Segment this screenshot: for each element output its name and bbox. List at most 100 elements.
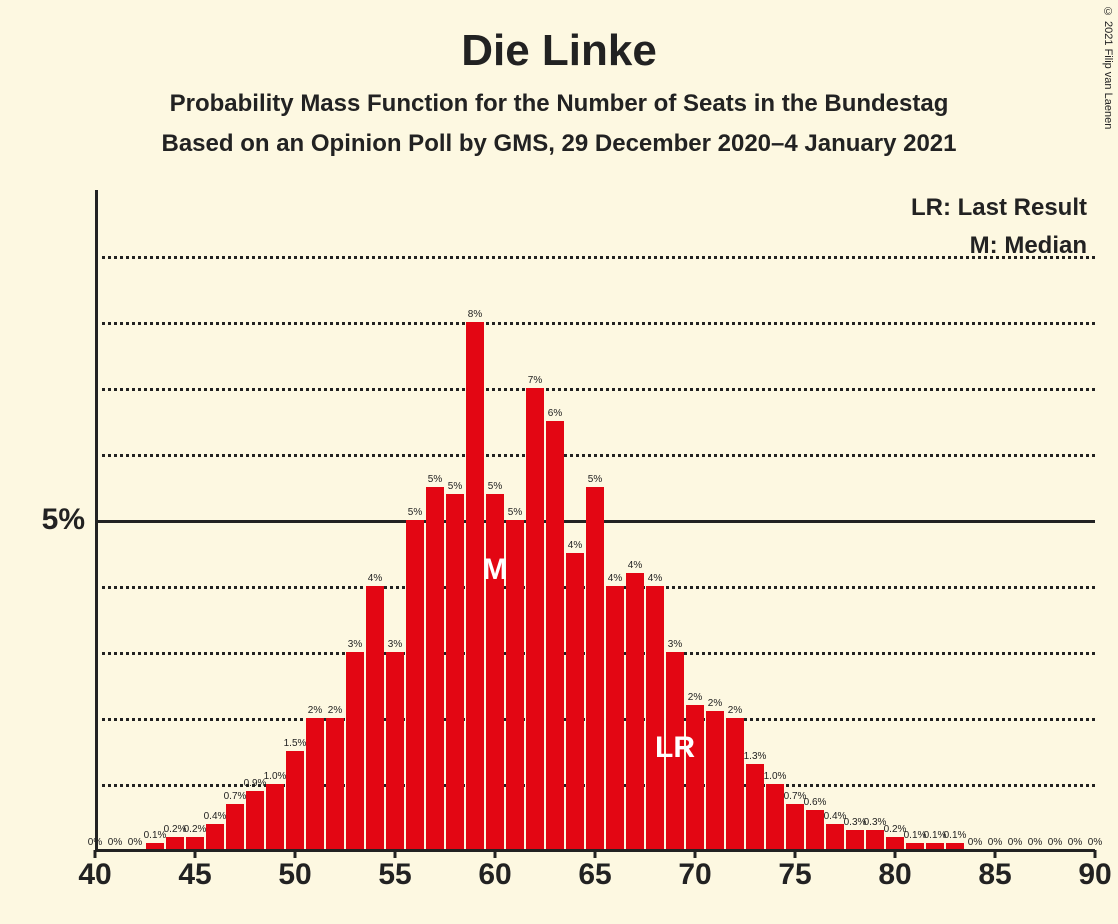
legend-last-result: LR: Last Result — [911, 194, 1087, 222]
bar — [286, 751, 304, 850]
bar — [226, 804, 244, 850]
bar — [546, 421, 564, 850]
bar-value-label: 0.1% — [944, 830, 967, 841]
bar-value-label: 0% — [1028, 837, 1042, 848]
bar-value-label: 0% — [1068, 837, 1082, 848]
bar — [406, 520, 424, 850]
chart-subtitle-2: Based on an Opinion Poll by GMS, 29 Dece… — [0, 130, 1118, 158]
bar-value-label: 4% — [368, 573, 382, 584]
bar — [626, 573, 644, 850]
chart-container: 5%LR: Last ResultM: Median0%0%0%0.1%0.2%… — [40, 190, 1100, 910]
bar-value-label: 5% — [508, 507, 522, 518]
bar — [586, 487, 604, 850]
bar — [206, 824, 224, 850]
bar-value-label: 2% — [688, 692, 702, 703]
bar-value-label: 5% — [488, 481, 502, 492]
bar — [666, 652, 684, 850]
bar-value-label: 0% — [1008, 837, 1022, 848]
bar-value-label: 0% — [1048, 837, 1062, 848]
x-axis-label: 55 — [378, 858, 411, 892]
bar — [266, 784, 284, 850]
bar — [246, 791, 264, 850]
bar-value-label: 1.0% — [264, 771, 287, 782]
gridline — [95, 256, 1095, 259]
bar — [826, 824, 844, 850]
bar — [486, 494, 504, 850]
bar-value-label: 0.4% — [204, 811, 227, 822]
bar — [606, 586, 624, 850]
bar-value-label: 0% — [988, 837, 1002, 848]
bar-value-label: 5% — [448, 481, 462, 492]
bar-value-label: 5% — [408, 507, 422, 518]
bar — [766, 784, 784, 850]
bar-value-label: 0.2% — [184, 824, 207, 835]
x-axis-label: 75 — [778, 858, 811, 892]
plot-area: 5%LR: Last ResultM: Median0%0%0%0.1%0.2%… — [95, 190, 1095, 850]
bar-value-label: 4% — [628, 560, 642, 571]
copyright-text: © 2021 Filip van Laenen — [1102, 6, 1114, 129]
bar-value-label: 2% — [328, 705, 342, 716]
bar — [446, 494, 464, 850]
bar-value-label: 6% — [548, 408, 562, 419]
bar-value-label: 4% — [648, 573, 662, 584]
x-axis-label: 85 — [978, 858, 1011, 892]
x-axis-label: 50 — [278, 858, 311, 892]
bar-value-label: 0% — [128, 837, 142, 848]
bar-value-label: 0% — [108, 837, 122, 848]
bar-value-label: 0.7% — [224, 791, 247, 802]
bar-value-label: 2% — [728, 705, 742, 716]
bar — [726, 718, 744, 850]
bar-value-label: 1.0% — [764, 771, 787, 782]
bar-value-label: 0% — [88, 837, 102, 848]
bar — [806, 810, 824, 850]
bar-value-label: 0% — [968, 837, 982, 848]
bar-value-label: 5% — [428, 474, 442, 485]
bar — [386, 652, 404, 850]
bar — [326, 718, 344, 850]
x-axis-label: 70 — [678, 858, 711, 892]
bar — [706, 711, 724, 850]
bar-value-label: 4% — [608, 573, 622, 584]
y-axis-label: 5% — [42, 503, 85, 537]
bar-value-label: 1.3% — [744, 751, 767, 762]
chart-subtitle-1: Probability Mass Function for the Number… — [0, 90, 1118, 118]
bar — [746, 764, 764, 850]
bar — [466, 322, 484, 850]
bar-value-label: 2% — [708, 698, 722, 709]
bar — [526, 388, 544, 850]
x-axis-label: 45 — [178, 858, 211, 892]
x-axis-label: 90 — [1078, 858, 1111, 892]
bar-value-label: 3% — [348, 639, 362, 650]
x-axis-label: 65 — [578, 858, 611, 892]
bar-value-label: 8% — [468, 309, 482, 320]
x-axis-label: 40 — [78, 858, 111, 892]
bar — [786, 804, 804, 850]
bar — [366, 586, 384, 850]
bar — [846, 830, 864, 850]
bar — [506, 520, 524, 850]
gridline — [95, 322, 1095, 325]
x-axis — [95, 849, 1095, 852]
bar-value-label: 3% — [668, 639, 682, 650]
x-axis-label: 80 — [878, 858, 911, 892]
bar — [566, 553, 584, 850]
bar — [426, 487, 444, 850]
bar — [646, 586, 664, 850]
bar-value-label: 4% — [568, 540, 582, 551]
bar — [866, 830, 884, 850]
x-axis-label: 60 — [478, 858, 511, 892]
chart-title: Die Linke — [0, 0, 1118, 76]
bar-value-label: 1.5% — [284, 738, 307, 749]
bar — [686, 705, 704, 850]
bar-value-label: 7% — [528, 375, 542, 386]
bar-value-label: 3% — [388, 639, 402, 650]
bar — [306, 718, 324, 850]
bar-value-label: 0.6% — [804, 797, 827, 808]
bar-value-label: 0% — [1088, 837, 1102, 848]
bar — [346, 652, 364, 850]
gridline — [95, 388, 1095, 391]
bar-value-label: 5% — [588, 474, 602, 485]
gridline — [95, 454, 1095, 457]
legend-median: M: Median — [970, 232, 1087, 260]
bar-value-label: 2% — [308, 705, 322, 716]
